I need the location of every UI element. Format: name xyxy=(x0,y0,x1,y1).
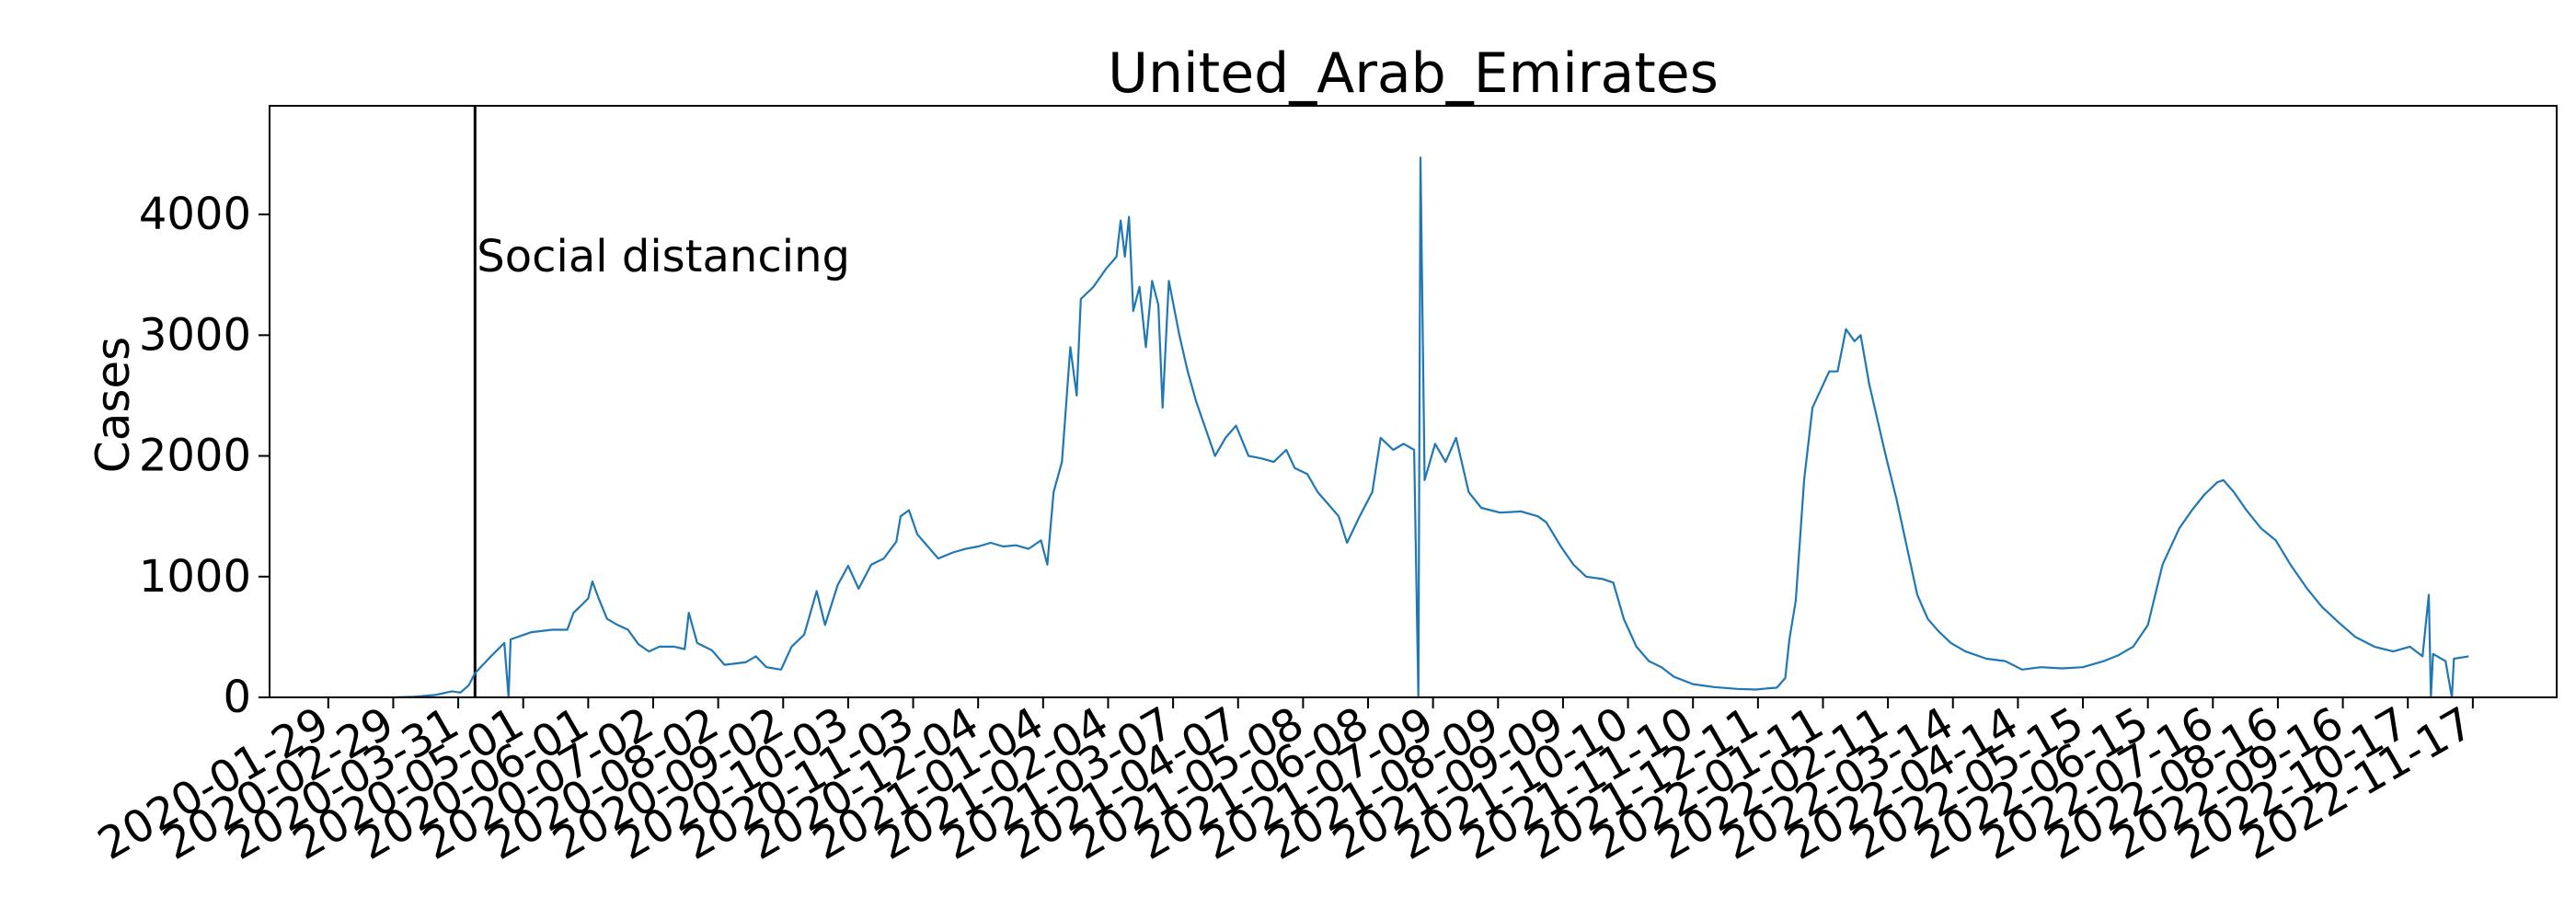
y-axis-label: Cases xyxy=(86,337,140,473)
series-line xyxy=(395,156,2469,699)
y-tick-label: 1000 xyxy=(139,551,251,603)
plot-frame xyxy=(269,105,2558,698)
chart-title: United_Arab_Emirates xyxy=(1108,41,1719,106)
marks-layer: 010002000300040002020-01-292020-02-29202… xyxy=(89,106,2482,870)
y-tick-label: 2000 xyxy=(139,431,251,482)
y-tick-label: 3000 xyxy=(139,309,251,361)
y-tick-label: 4000 xyxy=(139,189,251,240)
y-tick-label: 0 xyxy=(223,672,251,723)
annotation-label: Social distancing xyxy=(477,231,850,282)
